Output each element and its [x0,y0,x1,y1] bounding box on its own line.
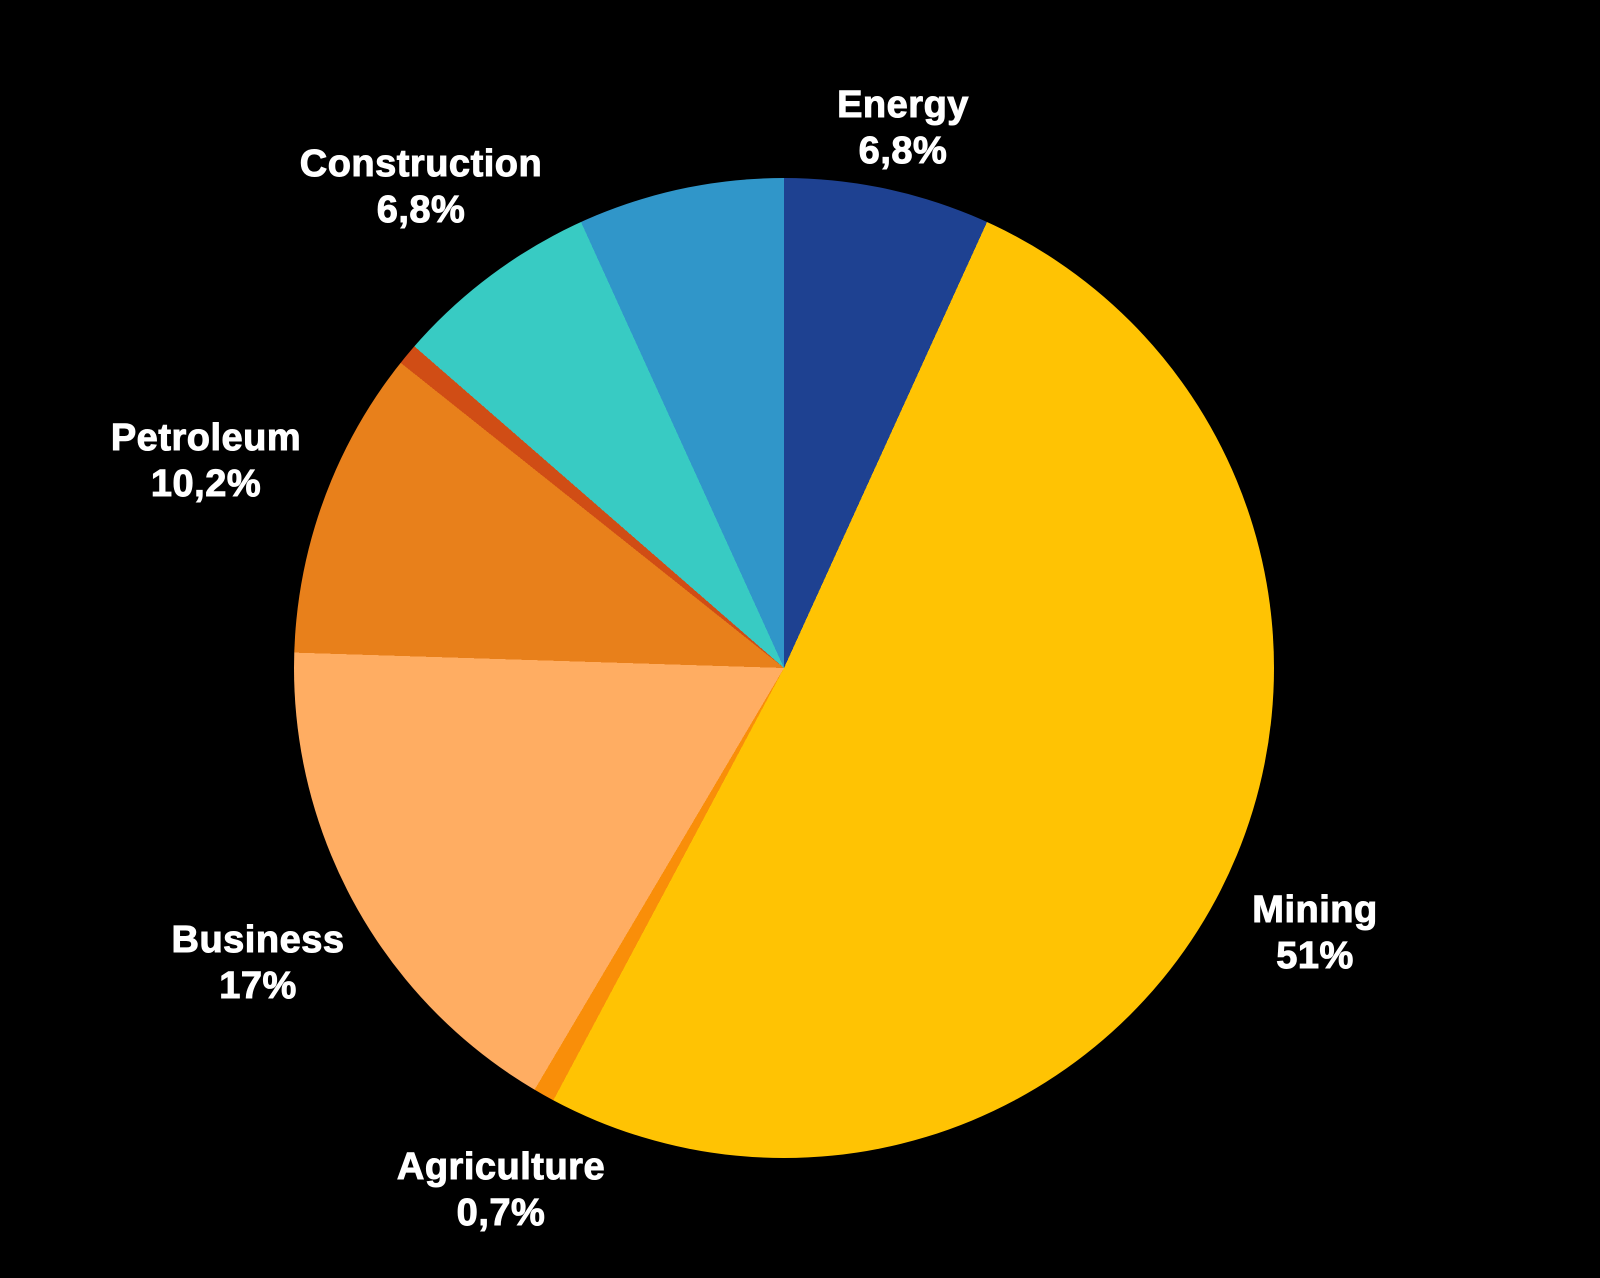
pie-chart [294,178,1274,1158]
slice-label-petroleum: Petroleum 10,2% [110,415,302,507]
slice-value: 6,8% [376,189,466,232]
slice-value: 10,2% [150,463,262,506]
slice-name: Petroleum [110,417,302,460]
slice-label-agriculture: Agriculture 0,7% [396,1144,606,1236]
slice-label-mining: Mining 51% [1252,887,1378,979]
slice-name: Agriculture [396,1146,606,1189]
slice-name: Business [171,919,345,962]
slice-value: 0,7% [456,1192,546,1235]
slice-label-construction: Construction 6,8% [299,141,543,233]
slice-value: 17% [219,965,297,1008]
slice-name: Energy [837,84,969,127]
slice-name: Mining [1252,889,1378,932]
slice-value: 51% [1276,935,1354,978]
slice-label-energy: Energy 6,8% [837,82,969,174]
slice-label-business: Business 17% [171,917,345,1009]
slice-value: 6,8% [858,130,948,173]
slice-name: Construction [299,143,543,186]
